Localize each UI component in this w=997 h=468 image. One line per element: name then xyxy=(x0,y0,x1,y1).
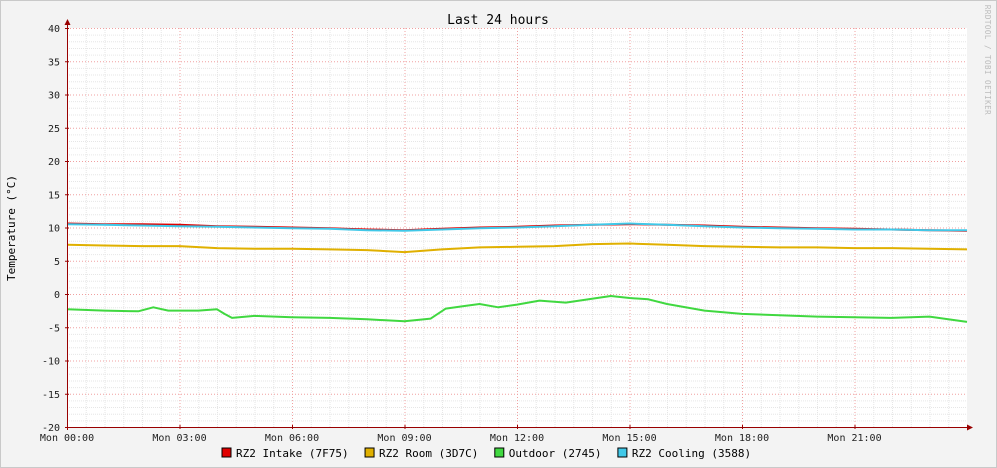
axes xyxy=(64,19,973,431)
y-tick-label: 10 xyxy=(48,224,60,235)
y-tick-label: -5 xyxy=(48,323,60,334)
y-tick-label: 25 xyxy=(48,124,60,135)
y-axis-label: Temperature (°C) xyxy=(5,175,18,281)
legend-swatch-1 xyxy=(221,447,232,458)
watermark-text: RRDTOOL / TOBI OETIKER xyxy=(983,5,992,115)
chart-title: Last 24 hours xyxy=(447,13,549,28)
x-tick-label: Mon 06:00 xyxy=(265,433,319,444)
legend-swatch-2 xyxy=(364,447,375,458)
y-tick-label: 20 xyxy=(48,157,60,168)
legend-swatch-3 xyxy=(494,447,505,458)
x-tick-labels: Mon 00:00 Mon 03:00 Mon 06:00 Mon 09:00 Mon … xyxy=(40,433,882,444)
series-line-4 xyxy=(66,222,967,232)
legend: RZ2 Intake (7F75) RZ2 Room (3D7C) Outdoor … xyxy=(221,447,751,460)
x-tick-label: Mon 00:00 xyxy=(40,433,94,444)
y-tick-label: 5 xyxy=(54,257,60,268)
x-tick-label: Mon 09:00 xyxy=(377,433,431,444)
series-lines xyxy=(66,222,968,323)
legend-label-1: RZ2 Intake (7F75) xyxy=(236,447,349,460)
y-tick-label: 15 xyxy=(48,190,60,201)
x-tick-label: Mon 18:00 xyxy=(715,433,769,444)
legend-label-3: Outdoor (2745) xyxy=(509,447,602,460)
y-tick-label: -10 xyxy=(42,357,60,368)
y-tick-label: 0 xyxy=(54,290,60,301)
legend-label-2: RZ2 Room (3D7C) xyxy=(379,447,478,460)
x-tick-label: Mon 15:00 xyxy=(602,433,656,444)
y-tick-label: 40 xyxy=(48,24,60,35)
y-tick-label: -20 xyxy=(42,423,60,434)
legend-label-4: RZ2 Cooling (3588) xyxy=(632,447,751,460)
x-tick-label: Mon 12:00 xyxy=(490,433,544,444)
x-tick-label: Mon 21:00 xyxy=(827,433,881,444)
y-tick-labels: 40 35 30 25 20 15 10 5 0 -5 -10 -15 -20 xyxy=(42,24,60,434)
x-axis-arrow xyxy=(967,424,973,431)
legend-swatch-4 xyxy=(617,447,628,458)
series-line-3 xyxy=(66,295,968,323)
y-tick-label: -15 xyxy=(42,390,60,401)
x-tick-label: Mon 03:00 xyxy=(152,433,206,444)
series-line-2 xyxy=(66,242,968,254)
y-tick-label: 35 xyxy=(48,57,60,68)
y-tick-label: 30 xyxy=(48,91,60,102)
y-axis-arrow xyxy=(64,19,71,25)
